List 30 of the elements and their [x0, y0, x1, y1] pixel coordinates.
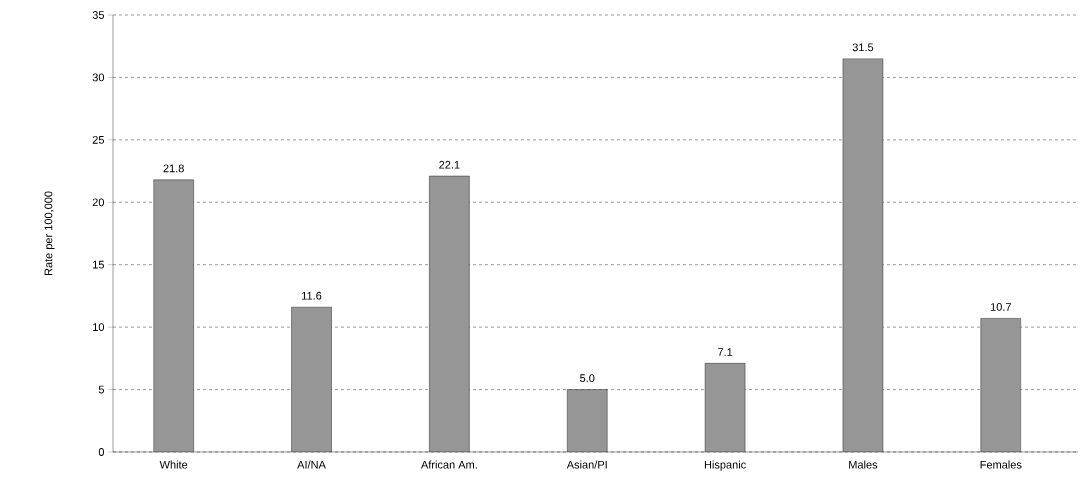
bar: [705, 363, 746, 452]
bar: [153, 179, 194, 452]
data-label: 22.1: [439, 160, 460, 169]
bar: [567, 389, 608, 452]
y-tick-label: 10: [93, 323, 105, 332]
y-tick-label: 35: [92, 11, 104, 19]
x-tick-label: Hispanic: [704, 460, 746, 471]
y-tick-label: 30: [92, 73, 105, 82]
y-tick-label: 25: [92, 135, 104, 144]
y-tick-label: 5: [98, 385, 105, 394]
data-label: 21.8: [163, 164, 184, 173]
data-label: 10.7: [990, 303, 1011, 311]
x-tick-label: White: [159, 460, 188, 469]
x-tick-label: Males: [849, 460, 878, 469]
x-tick-label: Asian/PI: [566, 460, 607, 469]
y-tick-label: 0: [98, 448, 105, 456]
bar: [980, 318, 1021, 452]
data-label: 31.5: [852, 43, 874, 52]
x-tick-label: Females: [980, 460, 1022, 469]
x-tick-label: African Am.: [420, 460, 477, 469]
bar: [291, 307, 332, 452]
y-tick-label: 20: [92, 198, 105, 207]
x-tick-label: AI/NA: [297, 460, 326, 469]
y-tick-label: 15: [93, 260, 104, 269]
data-label: 7.1: [718, 348, 733, 356]
data-label: 11.6: [302, 291, 322, 300]
y-axis-title: Rate per 100,000: [44, 191, 55, 276]
bar: [429, 176, 470, 452]
data-label: 5.0: [580, 374, 595, 383]
bar: [842, 58, 883, 452]
